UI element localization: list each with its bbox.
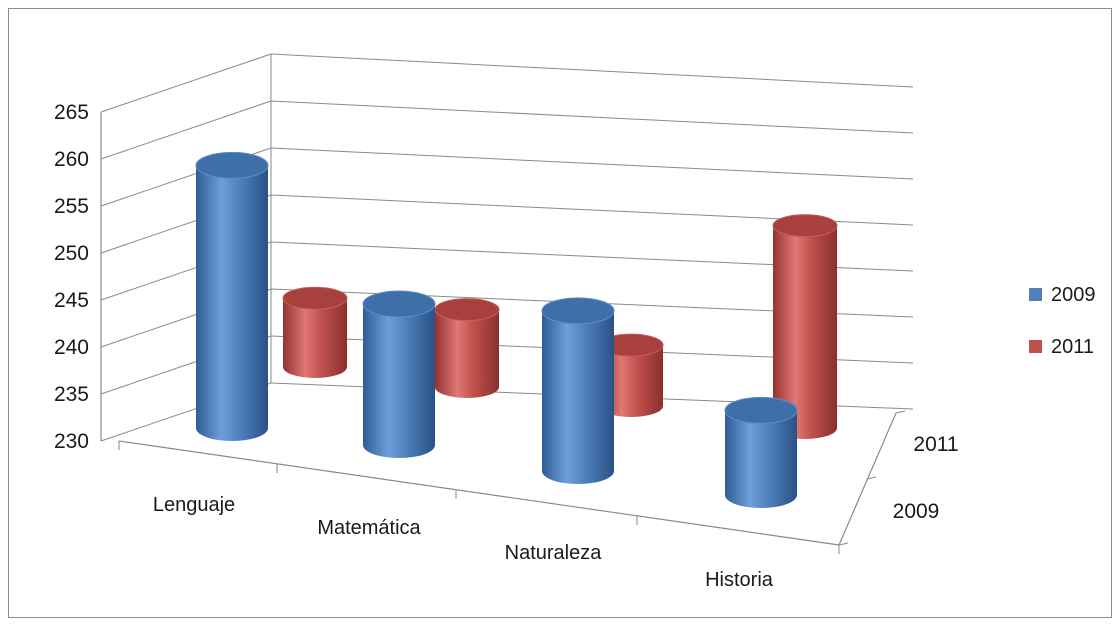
y-tick-label: 250 [54, 242, 89, 265]
chart-frame: 230 235 240 245 250 255 260 265 Lenguaje Matemáti… [8, 8, 1112, 618]
bar-top-2011-Historia [772, 214, 838, 238]
axes [100, 54, 906, 554]
depth-tick [838, 542, 849, 546]
y-tick-label: 265 [54, 101, 89, 124]
gridline-back [270, 53, 914, 88]
legend-label-2011: 2011 [1051, 336, 1094, 358]
y-tick-label: 260 [54, 148, 89, 171]
category-label: Lenguaje [153, 494, 235, 516]
bar-top-2009-Lenguaje [195, 151, 269, 179]
gridline-side [100, 100, 272, 160]
y-tick-label: 240 [54, 336, 89, 359]
bar-2011-Matemática [435, 309, 499, 398]
category-label: Matemática [317, 517, 421, 539]
y-tick-label: 255 [54, 195, 89, 218]
depth-tick [895, 410, 906, 414]
y-tick-label: 245 [54, 289, 89, 312]
legend-label-2009: 2009 [1051, 284, 1096, 306]
bar-2009-Lenguaje [196, 165, 268, 442]
bar-2009-Naturaleza [542, 310, 614, 484]
bar-top-2011-Lenguaje [282, 286, 348, 310]
legend-swatch-2011 [1029, 340, 1042, 353]
depth-label: 2011 [913, 433, 958, 456]
bar-2009-Matemática [363, 304, 435, 458]
category-label: Naturaleza [505, 542, 603, 564]
bar-2009-Historia [725, 410, 797, 508]
bar-2011-Naturaleza [599, 345, 663, 417]
gridline-back [270, 147, 914, 180]
bar-top-2011-Matemática [434, 298, 500, 322]
category-label: Historia [705, 569, 774, 591]
bar-top-2009-Matemática [362, 290, 436, 318]
gridline-back [270, 100, 914, 134]
legend-swatch-2009 [1029, 288, 1042, 301]
depth-label: 2009 [893, 500, 940, 523]
bar-2011-Historia [773, 225, 837, 439]
bar-top-2009-Naturaleza [541, 297, 615, 325]
bar-2011-Lenguaje [283, 298, 347, 378]
category-axis-line [118, 440, 840, 546]
bars [195, 151, 838, 508]
depth-tick [866, 476, 877, 480]
y-tick-label: 230 [54, 430, 89, 453]
chart-svg: 230 235 240 245 250 255 260 265 Lenguaje Matemáti… [54, 53, 1096, 591]
y-tick-label: 235 [54, 383, 89, 406]
labels: 230 235 240 245 250 255 260 265 Lenguaje Matemáti… [54, 101, 959, 591]
gridline-side [100, 53, 272, 113]
legend: 2009 2011 [1029, 284, 1096, 358]
bar-top-2009-Historia [724, 396, 798, 424]
